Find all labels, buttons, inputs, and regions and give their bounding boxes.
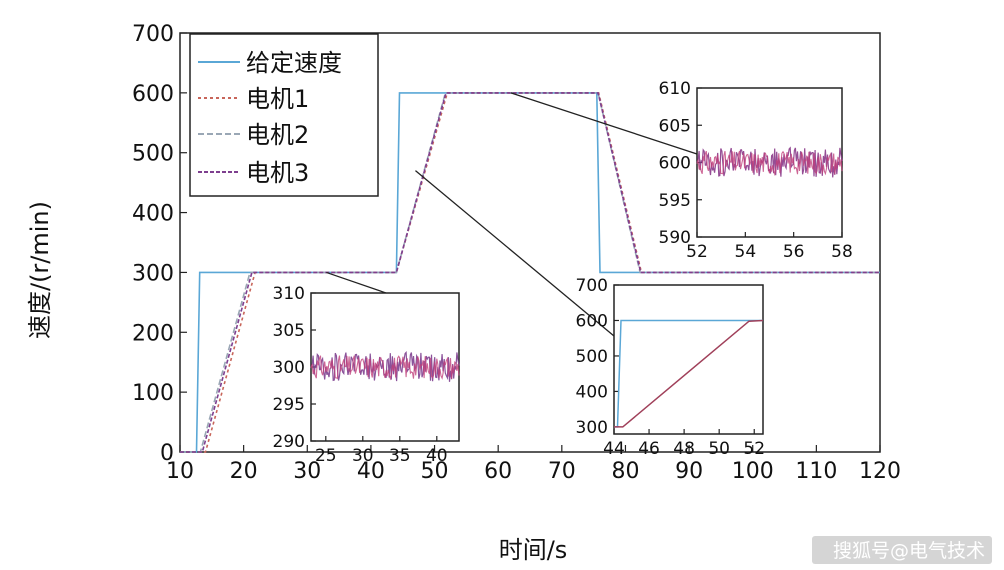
main-x-tick-label: 70 (548, 459, 576, 484)
inset300-y-tick-label: 310 (273, 284, 305, 304)
connector-line-1 (415, 170, 615, 337)
main-x-tick-label: 10 (166, 459, 194, 484)
insetAccel-frame (613, 284, 764, 435)
inset600-y-tick-label: 610 (659, 79, 691, 99)
insetAccel-y-tick-label: 500 (576, 347, 608, 367)
main-x-tick-label: 30 (293, 459, 321, 484)
inset600-x-tick-label: 56 (783, 242, 805, 262)
main-y-tick-label: 200 (132, 321, 174, 346)
inset-plot-300: 25 30 35 40 290 295 300 305 310 (273, 284, 460, 466)
watermark: 搜狐号@电气技术 (833, 540, 985, 562)
insetAccel-x-tick-label: 46 (638, 439, 660, 459)
x-axis-label: 时间/s (499, 536, 568, 564)
insetAccel-x-tick-label: 48 (673, 439, 695, 459)
legend: 给定速度 电机1 电机2 电机3 (189, 33, 379, 197)
inset300-y-tick-label: 300 (273, 358, 305, 378)
main-x-tick-label: 40 (357, 459, 385, 484)
inset300-x-tick-label: 40 (426, 446, 448, 466)
inset300-y-tick-label: 305 (273, 321, 305, 341)
insetAccel-y-tick-label: 700 (576, 276, 608, 296)
inset600-y-tick-label: 600 (659, 154, 691, 174)
y-axis-label: 速度/(r/min) (26, 201, 54, 339)
inset600-y-tick-label: 595 (659, 191, 691, 211)
inset300-y-tick-label: 290 (273, 432, 305, 452)
main-x-tick-label: 100 (732, 459, 774, 484)
watermark-bg (812, 536, 992, 564)
inset-plot-600: 52 54 56 58 590 595 600 605 610 (659, 79, 853, 262)
inset600-y-tick-label: 590 (659, 228, 691, 248)
main-y-tick-label: 500 (132, 142, 174, 167)
inset600-oscillation-2 (696, 150, 843, 177)
inset300-x-tick-label: 35 (389, 446, 411, 466)
inset600-x-tick-label: 54 (735, 242, 757, 262)
inset-plot-accel: 44 46 48 50 52 300 400 500 600 700 (576, 276, 766, 459)
insetAccel-x-tick-label: 44 (603, 439, 625, 459)
connector-line-2 (510, 92, 698, 155)
main-y-tick-label: 100 (132, 381, 174, 406)
main-x-tick-label: 80 (611, 459, 639, 484)
main-x-tick-label: 20 (230, 459, 258, 484)
main-x-tick-label: 50 (421, 459, 449, 484)
main-x-tick-label: 90 (675, 459, 703, 484)
insetAccel-x-tick-label: 52 (743, 439, 765, 459)
insetAccel-y-tick-label: 600 (576, 311, 608, 331)
zoom-connector-lines (326, 92, 698, 337)
inset600-x-tick-label: 58 (831, 242, 853, 262)
series-line-0 (180, 92, 880, 453)
legend-label-series-2: 电机2 (246, 121, 309, 149)
main-x-tick-label: 110 (795, 459, 837, 484)
legend-label-series-1: 电机1 (246, 85, 309, 113)
insetAccel-y-tick-label: 300 (576, 418, 608, 438)
main-y-tick-label: 400 (132, 202, 174, 227)
insetAccel-series-1 (614, 319, 764, 428)
inset300-oscillation-2 (310, 355, 460, 381)
inset300-x-tick-label: 25 (315, 446, 337, 466)
legend-label-series-0: 给定速度 (246, 49, 342, 77)
main-y-tick-label: 300 (132, 261, 174, 286)
connector-line-0 (326, 271, 387, 294)
insetAccel-x-tick-label: 50 (708, 439, 730, 459)
inset600-x-tick-label: 52 (686, 242, 708, 262)
inset300-x-tick-label: 30 (352, 446, 374, 466)
main-x-tick-label: 60 (484, 459, 512, 484)
inset600-y-tick-label: 605 (659, 116, 691, 136)
inset300-y-tick-label: 295 (273, 395, 305, 415)
main-y-tick-label: 700 (132, 22, 174, 47)
main-y-tick-label: 600 (132, 82, 174, 107)
legend-label-series-3: 电机3 (246, 159, 309, 187)
insetAccel-y-tick-label: 400 (576, 382, 608, 402)
main-y-tick-label: 0 (160, 441, 174, 466)
main-x-tick-label: 120 (859, 459, 901, 484)
series-line-3 (180, 92, 880, 453)
